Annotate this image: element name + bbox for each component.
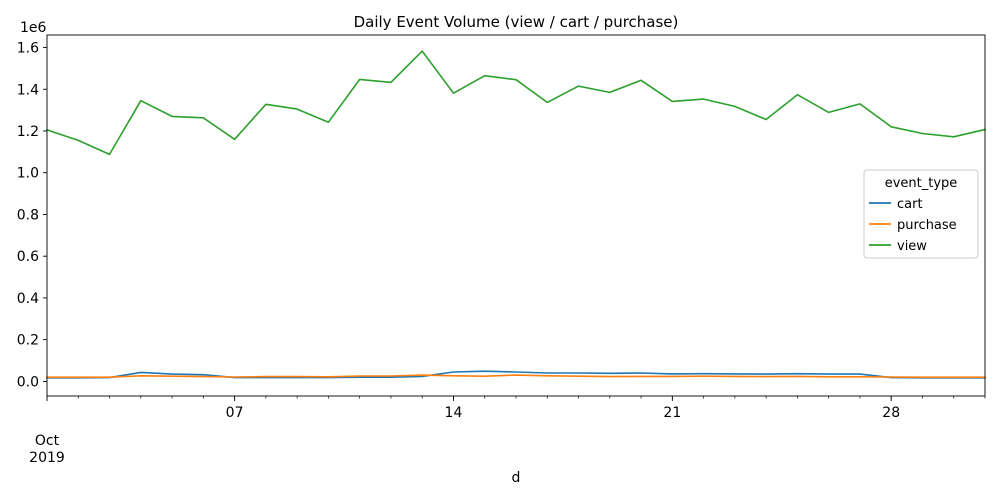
legend[interactable]: event_type cart purchase view — [863, 169, 979, 259]
x-tick-label: 28 — [882, 405, 900, 421]
legend-label-view: view — [897, 239, 927, 254]
series-line-view — [45, 50, 986, 156]
axis-layer: 0.0 0.2 0.4 0.6 0.8 1.0 1.2 1.4 1.6 07 14 21 28 — [17, 34, 986, 421]
y-tick-label: 1.6 — [17, 41, 39, 57]
x-year-label: 2019 — [29, 450, 65, 466]
y-tick-label: 0.6 — [17, 249, 39, 265]
y-tick-label: 0.0 — [17, 374, 39, 390]
x-axis-label: d — [512, 470, 521, 486]
x-tick-label: 21 — [663, 405, 681, 421]
y-tick-label: 1.4 — [17, 82, 39, 98]
y-tick-label: 1.0 — [17, 166, 39, 182]
y-tick-label: 0.4 — [17, 291, 39, 307]
x-month-label: Oct — [35, 433, 60, 449]
y-tick-label: 0.2 — [17, 333, 39, 349]
plot-frame — [46, 34, 986, 397]
y-offset-label: 1e6 — [20, 20, 47, 36]
legend-frame — [863, 169, 979, 259]
x-tick-label: 07 — [226, 405, 244, 421]
series-line-purchase — [46, 374, 986, 379]
series-line-cart — [46, 370, 986, 379]
legend-items: cart purchase view — [869, 197, 957, 254]
y-tick-label: 0.8 — [17, 207, 39, 223]
x-tick-label: 14 — [445, 405, 463, 421]
chart-title: Daily Event Volume (view / cart / purcha… — [354, 13, 679, 31]
legend-label-cart: cart — [897, 197, 923, 212]
series-layer — [45, 50, 986, 379]
legend-title: event_type — [885, 176, 958, 191]
legend-label-purchase: purchase — [897, 218, 957, 233]
y-tick-label: 1.2 — [17, 124, 39, 140]
